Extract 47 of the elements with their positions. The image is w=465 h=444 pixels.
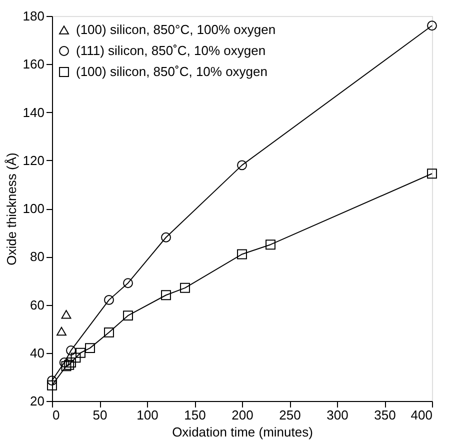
point (85, 343, 95, 354)
point (237, 249, 247, 260)
point (123, 278, 133, 288)
point (47, 380, 57, 390)
x-tick-label: 400 (410, 408, 432, 422)
point (237, 160, 247, 170)
y-tick-label: 120 (22, 152, 44, 168)
legend-label: (100) silicon, 850°C, 100% oxygen (76, 22, 276, 37)
y-tick-label: 180 (22, 8, 44, 24)
point (47, 376, 57, 386)
x-axis-title: Oxidation time (minutes) (172, 424, 313, 440)
point (266, 240, 276, 250)
point (104, 294, 114, 305)
y-tick-label: 60 (30, 297, 44, 312)
y-axis-title: Oxide thickness (Å) (4, 152, 19, 266)
point (123, 310, 133, 321)
point (56, 326, 66, 336)
point (70, 352, 81, 363)
y-tick-label: 140 (22, 104, 44, 120)
point (427, 168, 437, 179)
point (76, 348, 86, 358)
point (66, 346, 76, 356)
x-tick-label: 0 (52, 408, 60, 422)
point (66, 358, 76, 368)
y-tick-label: 20 (30, 394, 44, 408)
y-tick-label: 100 (22, 201, 44, 216)
legend-label: (100) silicon, 850˚C, 10% oxygen (76, 64, 268, 79)
point (180, 282, 190, 293)
y-tick-label: 40 (30, 345, 44, 360)
x-tick-label: 150 (184, 408, 206, 422)
point (61, 361, 72, 372)
point (161, 232, 171, 242)
point (59, 358, 70, 368)
x-tick-label: 50 (92, 408, 108, 422)
legend-label: (111) silicon, 850˚C, 10% oxygen (76, 43, 266, 58)
y-tick-label: 80 (30, 249, 44, 264)
point (64, 360, 74, 370)
x-tick-label: 200 (232, 408, 254, 422)
point (161, 290, 171, 300)
x-tick-label: 300 (326, 408, 348, 422)
point (427, 20, 437, 31)
x-tick-label: 350 (374, 408, 396, 422)
y-tick-label: 160 (22, 56, 44, 72)
x-tick-label: 250 (279, 408, 301, 422)
point (104, 327, 114, 338)
point (61, 310, 72, 319)
x-tick-label: 100 (136, 408, 158, 422)
